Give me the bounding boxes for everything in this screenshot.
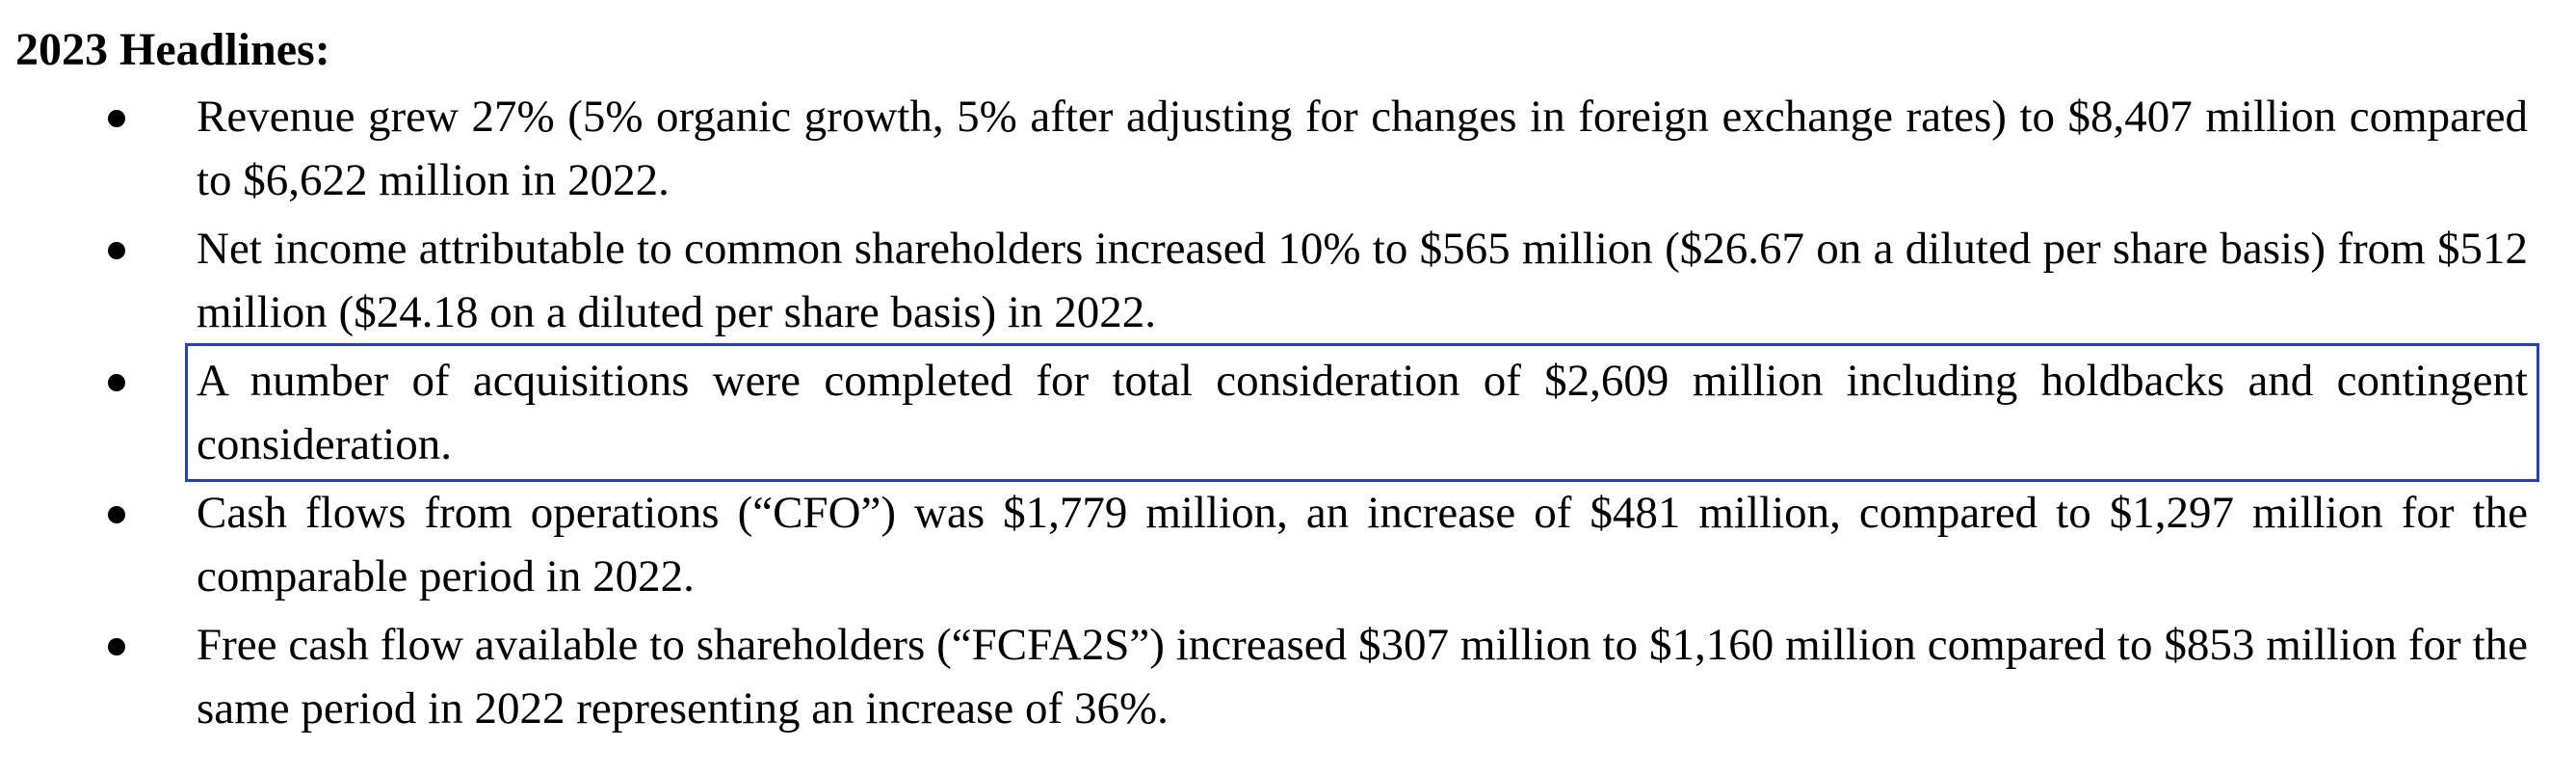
bullet-icon — [108, 638, 125, 655]
headline-item-revenue: Revenue grew 27% (5% organic growth, 5% … — [15, 85, 2539, 212]
bullet-icon — [108, 374, 125, 391]
bullet-icon — [108, 110, 125, 127]
headline-item-cfo: Cash flows from operations (“CFO”) was $… — [15, 481, 2539, 608]
bullet-icon — [108, 242, 125, 259]
headline-text: A number of acquisitions were completed … — [197, 356, 2528, 469]
headline-list: Revenue grew 27% (5% organic growth, 5% … — [15, 85, 2539, 740]
headline-text: Net income attributable to common shareh… — [197, 224, 2528, 337]
bullet-icon — [108, 506, 125, 523]
headline-item-acquisitions: A number of acquisitions were completed … — [15, 343, 2539, 482]
headline-text: Cash flows from operations (“CFO”) was $… — [197, 488, 2528, 601]
headline-text: Revenue grew 27% (5% organic growth, 5% … — [197, 92, 2528, 205]
section-heading: 2023 Headlines: — [15, 24, 330, 75]
headline-item-fcfa2s: Free cash flow available to shareholders… — [15, 613, 2539, 740]
document-body: 2023 Headlines: Revenue grew 27% (5% org… — [15, 21, 2539, 745]
headline-item-net-income: Net income attributable to common shareh… — [15, 217, 2539, 344]
headline-text: Free cash flow available to shareholders… — [197, 620, 2528, 734]
